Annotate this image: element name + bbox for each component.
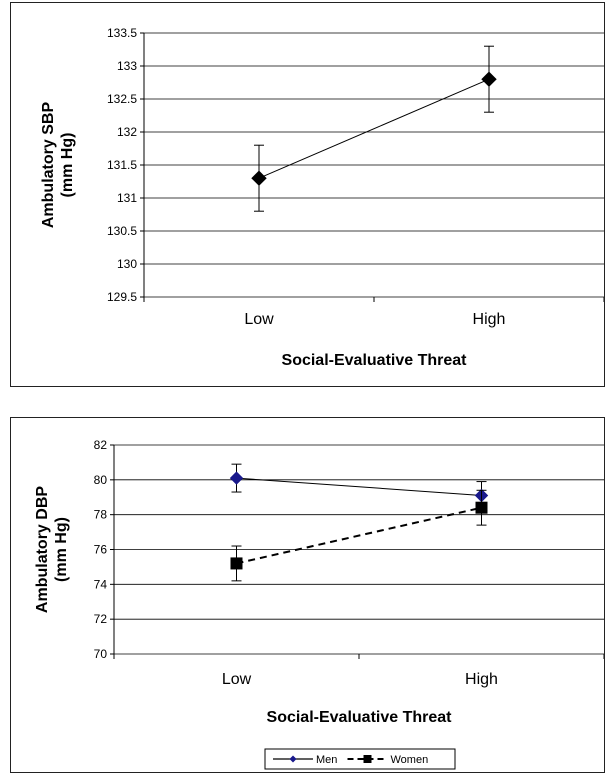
y-tick-label: 132.5 (107, 92, 137, 106)
y-tick-label: 129.5 (107, 290, 137, 304)
y-tick-label: 70 (94, 647, 108, 661)
data-point-square (475, 501, 488, 514)
dbp-chart: 70 72 74 76 78 80 82 Low High Social-Evaluative T… (34, 438, 604, 770)
x-axis-title: Social-Evaluative Threat (267, 709, 453, 726)
series-line (236, 506, 482, 565)
y-tick-label: 131 (117, 191, 137, 205)
y-tick-label: 132 (117, 125, 137, 139)
x-category-label: Low (244, 311, 274, 328)
y-tick-label: 131.5 (107, 158, 137, 172)
y-tick-label: 133.5 (107, 26, 137, 40)
y-tick-label: 130.5 (107, 224, 137, 238)
series-line (236, 477, 482, 497)
sbp-chart-panel: 129.5 130 130.5 131 131.5 132 132.5 133 133.5 Low… (10, 2, 605, 387)
y-tick-label: 76 (94, 543, 108, 557)
sbp-chart: 129.5 130 130.5 131 131.5 132 132.5 133 133.5 Low… (40, 26, 604, 369)
y-axis-title: Ambulatory DBP (34, 486, 51, 613)
y-tick-label: 74 (94, 577, 108, 591)
series-line (258, 78, 490, 179)
legend-label: Men (316, 754, 337, 766)
x-category-label: High (473, 311, 506, 328)
y-axis-title: (mm Hg) (53, 517, 70, 582)
y-axis-title: (mm Hg) (59, 133, 76, 198)
y-axis-title: Ambulatory SBP (40, 102, 57, 229)
data-point-square (230, 557, 243, 570)
data-point-diamond (251, 170, 267, 186)
x-category-label: Low (222, 671, 252, 688)
y-tick-label: 78 (94, 508, 108, 522)
legend-label: Women (391, 754, 429, 766)
x-category-label: High (465, 671, 498, 688)
y-tick-label: 130 (117, 257, 137, 271)
data-point-diamond (229, 471, 244, 485)
y-tick-label: 133 (117, 59, 137, 73)
dbp-chart-panel: 70 72 74 76 78 80 82 Low High Social-Evaluative T… (10, 417, 605, 773)
legend-marker-diamond (289, 755, 297, 763)
legend-marker-square (363, 755, 372, 763)
y-tick-label: 72 (94, 612, 108, 626)
data-point-diamond (481, 71, 497, 87)
y-tick-label: 82 (94, 438, 108, 452)
y-tick-label: 80 (94, 473, 108, 487)
x-axis-title: Social-Evaluative Threat (282, 352, 468, 369)
